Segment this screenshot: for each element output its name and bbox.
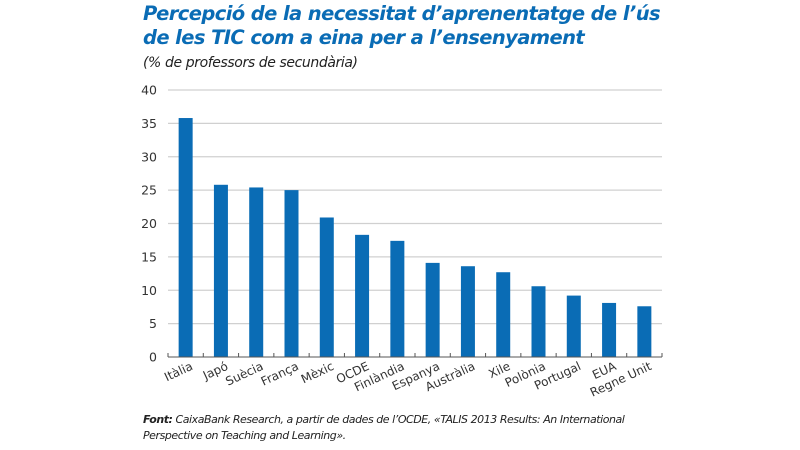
- bar-eua: [602, 302, 617, 357]
- y-tick-label: 35: [141, 116, 157, 131]
- y-axis-ticks: 0 5 10 15 20 25 30 35 40: [141, 83, 157, 365]
- x-tick-label: Itàlia: [162, 359, 195, 384]
- y-tick-label: 10: [141, 283, 157, 298]
- x-tick-label: França: [259, 359, 301, 389]
- bar-finlàndia: [390, 240, 405, 357]
- bar-ocde: [355, 234, 370, 357]
- chart-subtitle: (% de professors de secundària): [143, 55, 358, 71]
- chart-title-line-2: de les TIC com a eina per a l’ensenyamen…: [143, 26, 585, 49]
- y-tick-label: 15: [141, 249, 157, 264]
- y-tick-label: 20: [141, 216, 157, 231]
- bar-xile: [496, 272, 511, 357]
- y-tick-label: 30: [141, 149, 157, 164]
- x-axis: [167, 353, 663, 358]
- bar-japó: [213, 184, 228, 357]
- y-tick-label: 5: [149, 316, 157, 331]
- y-tick-label: 25: [141, 183, 157, 198]
- chart-title-line-1: Percepció de la necessitat d’aprenentatg…: [143, 2, 661, 25]
- gridlines: [168, 89, 662, 325]
- bar-frança: [284, 190, 299, 357]
- source-text: CaixaBank Research, a partir de dades de…: [143, 413, 625, 442]
- x-tick-label: Mèxic: [299, 359, 336, 386]
- y-tick-label: 0: [149, 350, 157, 365]
- x-tick-label: Suècia: [223, 359, 265, 389]
- chart-title: Percepció de la necessitat d’aprenentatg…: [143, 2, 703, 50]
- bar-itàlia: [178, 118, 193, 357]
- bar-suècia: [249, 187, 264, 357]
- bar-regne-unit: [637, 306, 652, 357]
- source-label: Font:: [143, 413, 173, 426]
- source-note: Font: CaixaBank Research, a partir de da…: [143, 412, 663, 444]
- bar-portugal: [566, 295, 581, 357]
- bar-mèxic: [319, 217, 334, 357]
- y-tick-label: 40: [141, 83, 157, 98]
- x-axis-tick-labels: Itàlia JapóSuèciaFrançaMèxicOCDEFinlàndia…: [162, 359, 654, 400]
- bar-espanya: [425, 262, 440, 357]
- bar-austràlia: [460, 266, 475, 357]
- bars: [178, 118, 652, 357]
- bar-polònia: [531, 286, 546, 357]
